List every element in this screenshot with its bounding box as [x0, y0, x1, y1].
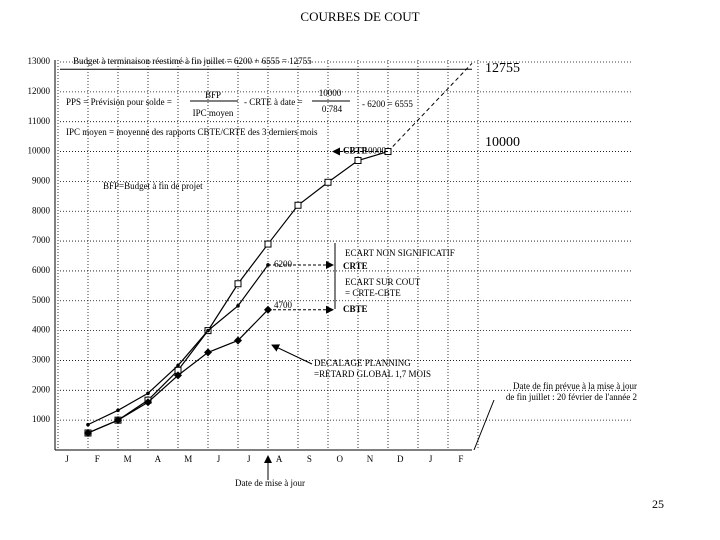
x-tick-label: F [458, 454, 463, 464]
annotation: Budget à terminaison réestimé à fin juil… [73, 56, 312, 66]
annotation: de fin juillet : 20 février de l'année 2 [506, 392, 637, 402]
y-tick-label: 1000 [32, 414, 51, 424]
point [114, 416, 122, 425]
page-number: 25 [652, 497, 664, 511]
point [204, 348, 212, 357]
x-tick-label: J [429, 454, 433, 464]
annotation: DECALAGE PLANNING [314, 358, 411, 368]
y-tick-label: 3000 [32, 355, 51, 365]
x-tick-label: O [336, 454, 343, 464]
forecast-line [387, 62, 473, 152]
arrow [473, 399, 495, 451]
y-tick-label: 2000 [32, 384, 51, 394]
point [324, 178, 332, 186]
x-tick-label: M [184, 454, 192, 464]
annotation: 10000 [485, 135, 520, 150]
point [174, 371, 182, 380]
point [84, 428, 92, 437]
point [354, 156, 362, 164]
point [146, 391, 150, 396]
x-tick-label: S [307, 454, 312, 464]
legend-label: CBTE [343, 304, 368, 314]
y-tick-label: 10000 [28, 146, 51, 156]
y-tick-label: 9000 [32, 175, 51, 185]
x-tick-label: J [217, 454, 221, 464]
y-tick-label: 5000 [32, 295, 51, 305]
legend-label: CRTE [343, 261, 368, 271]
x-tick-label: A [155, 454, 162, 464]
point [206, 328, 210, 333]
annotation: IPC moyen = moyenne des rapports CBTE/CR… [66, 127, 318, 137]
annotation: ECART NON SIGNIFICATIF [345, 248, 455, 258]
annotation: BFP [205, 90, 221, 100]
y-tick-label: 8000 [32, 205, 51, 215]
annotation: ECART SUR COUT [345, 277, 421, 287]
point [236, 304, 240, 308]
x-tick-label: A [276, 454, 283, 464]
point [144, 398, 152, 407]
annotation: 10000 [319, 88, 342, 98]
point [264, 240, 272, 248]
annotation: =RETARD GLOBAL 1,7 MOIS [314, 369, 431, 379]
annotation: = CRTE-CBTE [345, 288, 401, 298]
annotation: - 6200 = 6555 [362, 99, 413, 109]
x-tick-label: J [65, 454, 69, 464]
value-label: 10000 [364, 146, 387, 156]
annotation: Date de fin prévue à la mise à jour [513, 381, 637, 391]
point [234, 336, 242, 345]
annotation: 0.784 [322, 104, 343, 114]
y-tick-label: 6000 [32, 265, 51, 275]
annotation: - CRTE à date = [244, 97, 303, 107]
annotation: PPS = Prévision pour solde = [66, 97, 172, 107]
legend-label: CBTP [343, 146, 368, 156]
point [234, 280, 242, 288]
x-tick-label: N [367, 454, 374, 464]
y-tick-label: 7000 [32, 235, 51, 245]
y-tick-label: 12000 [28, 86, 51, 96]
point [294, 201, 302, 209]
annotation: BFP=Budget à fin de projet [103, 181, 203, 191]
grid [57, 60, 632, 450]
y-tick-label: 11000 [28, 116, 51, 126]
x-tick-label: D [397, 454, 404, 464]
value-label: 6200 [274, 259, 293, 269]
x-tick-label: M [124, 454, 132, 464]
value-label: 4700 [274, 300, 293, 310]
y-tick-label: 13000 [28, 56, 51, 66]
chart-title: COURBES DE COUT [300, 9, 419, 24]
annotation: IPC moyen [193, 108, 234, 118]
point [86, 422, 90, 427]
arrow [271, 344, 313, 365]
point [176, 363, 180, 368]
x-tick-label: J [247, 454, 251, 464]
annotation: 12755 [485, 61, 520, 76]
x-tick-label: F [95, 454, 100, 464]
y-tick-label: 4000 [32, 325, 51, 335]
point [116, 408, 120, 413]
annotation: Date de mise à jour [235, 478, 305, 488]
